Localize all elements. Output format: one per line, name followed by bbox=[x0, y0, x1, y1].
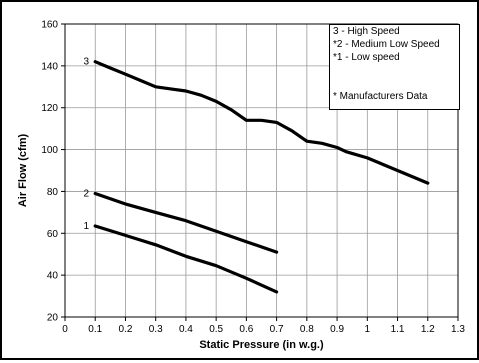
x-tick-label: 1.2 bbox=[421, 324, 435, 335]
y-tick-label: 40 bbox=[47, 271, 59, 282]
x-tick-label: 0.5 bbox=[209, 324, 223, 335]
x-tick-label: 1.1 bbox=[391, 324, 405, 335]
legend: 3 - High Speed *2 - Medium Low Speed *1 … bbox=[329, 24, 460, 110]
plot-area-border bbox=[64, 23, 459, 318]
x-tick-label: 1.3 bbox=[451, 324, 465, 335]
series-label-3: 3 bbox=[83, 57, 89, 68]
series-line-1 bbox=[93, 224, 279, 294]
legend-entry-high-speed: 3 - High Speed bbox=[333, 26, 400, 37]
x-axis-title: Static Pressure (in w.g.) bbox=[199, 339, 324, 351]
x-tick-label: 0.4 bbox=[179, 324, 193, 335]
tick-labels: 0 0.1 0.2 0.3 0.4 0.5 0.6 0.7 0.8 0.9 1 1.1 1.2 1.3 20… bbox=[41, 20, 465, 336]
x-tick-label: 0.6 bbox=[239, 324, 253, 335]
legend-spacer bbox=[330, 64, 459, 90]
x-tick-label: 0.8 bbox=[300, 324, 314, 335]
x-tick-label: 1 bbox=[365, 324, 371, 335]
legend-entry-medium-low-speed: *2 - Medium Low Speed bbox=[333, 39, 440, 50]
x-tick-label: 0.3 bbox=[149, 324, 163, 335]
series-label-2: 2 bbox=[83, 189, 89, 200]
y-axis-title: Air Flow (cfm) bbox=[17, 134, 29, 208]
y-tick-label: 80 bbox=[47, 187, 59, 198]
y-tick-label: 160 bbox=[41, 20, 58, 31]
series-line-2 bbox=[93, 191, 279, 254]
series-label-1: 1 bbox=[83, 221, 89, 232]
y-tick-label: 20 bbox=[47, 313, 59, 324]
y-tick-label: 100 bbox=[41, 145, 58, 156]
y-tick-label: 120 bbox=[41, 103, 58, 114]
series-labels: 3 2 1 bbox=[83, 57, 89, 232]
series-line-3 bbox=[93, 60, 430, 185]
x-tick-label: 0.2 bbox=[119, 324, 133, 335]
x-tick-label: 0.9 bbox=[330, 324, 344, 335]
y-tick-label: 60 bbox=[47, 229, 59, 240]
y-tick-label: 140 bbox=[41, 61, 58, 72]
x-tick-label: 0.1 bbox=[88, 324, 102, 335]
legend-entry-low-speed: *1 - Low speed bbox=[333, 52, 400, 63]
legend-note-manufacturers-data: * Manufacturers Data bbox=[333, 91, 428, 102]
series-group bbox=[93, 60, 430, 294]
x-tick-label: 0.7 bbox=[270, 324, 284, 335]
x-tick-label: 0 bbox=[62, 324, 68, 335]
